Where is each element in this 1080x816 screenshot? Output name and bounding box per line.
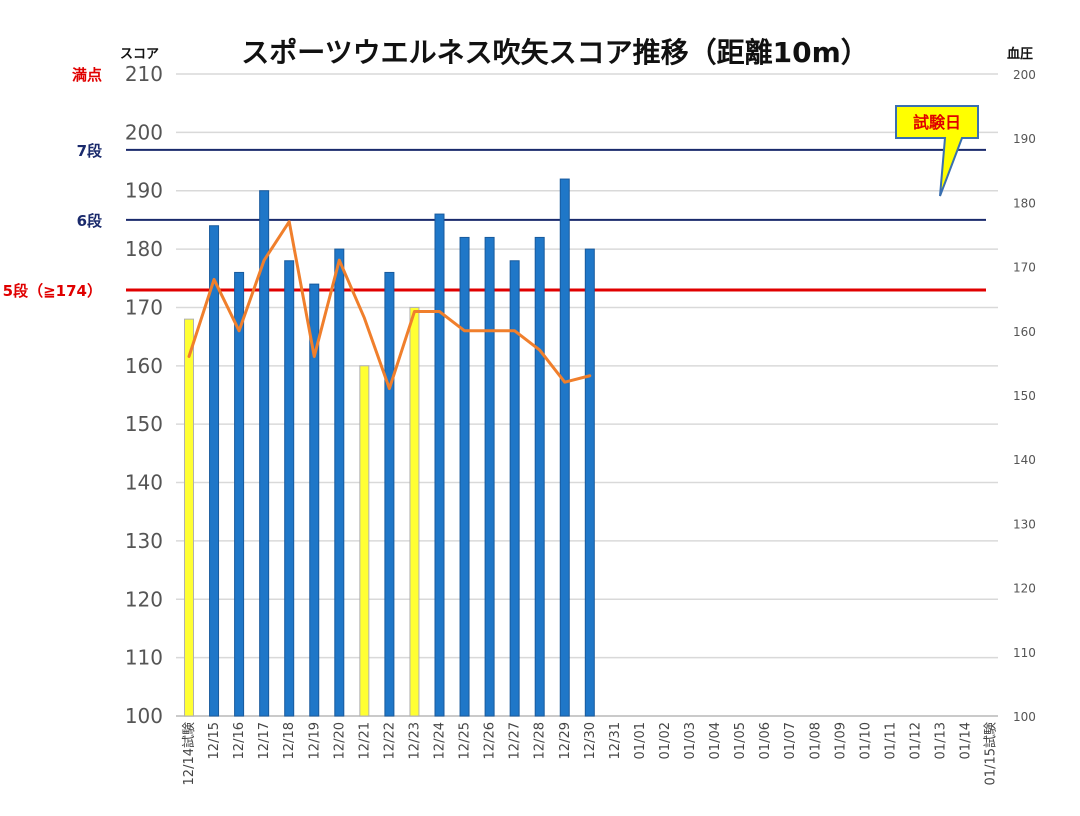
x-tick-label: 12/20 [332, 722, 347, 759]
score-bar [334, 248, 345, 717]
score-bar [259, 190, 270, 717]
x-tick-label: 12/16 [232, 722, 247, 759]
callout-text: 試験日 [913, 113, 961, 132]
y-tick-label-left: 120 [125, 587, 163, 611]
score-bar [559, 178, 570, 717]
reference-label: 5段（≧174） [3, 282, 102, 300]
x-tick-label: 12/18 [282, 722, 297, 759]
x-tick-label: 12/21 [357, 722, 372, 759]
reference-lines: 満点 7段 6段 5段（≧174） [3, 66, 986, 300]
y-tick-label-left: 160 [125, 354, 163, 378]
x-tick-label: 12/23 [407, 722, 422, 759]
y-tick-label-right: 190 [1013, 132, 1036, 146]
y-tick-label-left: 180 [125, 237, 163, 261]
x-tick-label: 01/04 [708, 722, 723, 759]
score-bar [434, 213, 445, 717]
score-bar [484, 236, 495, 717]
score-bar [309, 283, 320, 717]
score-bar [284, 260, 295, 717]
score-bar [409, 306, 420, 717]
y-tick-label-right: 120 [1013, 582, 1036, 596]
score-bar [184, 318, 194, 717]
y-tick-label-right: 130 [1013, 517, 1036, 531]
score-bar [209, 225, 220, 717]
x-tick-label: 01/06 [758, 722, 773, 759]
x-tick-label: 01/15試験 [983, 722, 999, 785]
x-tick-label: 01/14 [959, 722, 974, 759]
x-tick-label: 01/03 [683, 722, 698, 759]
y-tick-label-left: 110 [125, 646, 163, 670]
x-axis-ticks: 12/14試験 12/15 12/16 12/17 12/18 12/19 12/20 12/… [181, 722, 999, 785]
y-tick-label-left: 130 [125, 529, 163, 553]
x-tick-label: 01/11 [883, 722, 898, 759]
score-bar [509, 260, 520, 717]
x-tick-label: 01/12 [908, 722, 923, 759]
x-tick-label: 01/07 [783, 722, 798, 759]
x-tick-label: 12/24 [433, 722, 448, 759]
x-tick-label: 12/22 [382, 722, 397, 759]
x-tick-label: 12/17 [257, 722, 272, 759]
x-tick-label: 12/25 [458, 722, 473, 759]
x-tick-label: 01/09 [833, 722, 848, 759]
score-bar [459, 236, 470, 717]
exam-day-callout: 試験日 [895, 105, 979, 197]
y-tick-label-left: 210 [125, 62, 163, 86]
y-tick-label-right: 100 [1013, 710, 1036, 724]
x-tick-label: 12/26 [483, 722, 498, 759]
y-tick-label-left: 200 [125, 120, 163, 144]
y-tick-label-right: 140 [1013, 453, 1036, 467]
left-axis-unit: スコア [120, 47, 159, 62]
chart-title: スポーツウエルネス吹矢スコア推移（距離10m） [241, 36, 869, 69]
x-tick-label: 12/28 [533, 722, 548, 759]
score-bar [534, 236, 545, 717]
x-tick-label: 01/05 [733, 722, 748, 759]
y-tick-label-left: 140 [125, 471, 163, 495]
left-y-ticks: 100 110 120 130 140 150 160 170 180 190 200 210 [125, 62, 163, 728]
reference-label: 満点 [72, 66, 102, 84]
x-tick-label: 01/10 [858, 722, 873, 759]
y-tick-label-right: 200 [1013, 68, 1036, 82]
y-tick-label-right: 170 [1013, 261, 1036, 275]
score-bar [359, 365, 370, 717]
score-bar [234, 271, 245, 717]
x-tick-label: 01/01 [633, 722, 648, 759]
x-tick-label: 01/08 [808, 722, 823, 759]
blood-pressure-line [187, 220, 592, 391]
y-tick-label-left: 170 [125, 295, 163, 319]
score-bars [184, 178, 595, 717]
y-tick-label-right: 150 [1013, 389, 1036, 403]
x-tick-label: 12/29 [558, 722, 573, 759]
right-y-ticks: 100 110 120 130 140 150 160 170 180 190 200 [1013, 68, 1036, 724]
x-tick-label: 12/14試験 [181, 722, 197, 785]
callout-bubble [895, 105, 979, 197]
reference-label: 6段 [77, 212, 102, 230]
x-tick-label: 12/15 [207, 722, 222, 759]
x-tick-label: 12/31 [608, 722, 623, 759]
reference-label: 7段 [77, 142, 102, 160]
y-tick-label-right: 110 [1013, 646, 1036, 660]
x-tick-label: 01/02 [658, 722, 673, 759]
score-bar [584, 248, 595, 717]
y-tick-label-right: 160 [1013, 325, 1036, 339]
x-tick-label: 12/19 [307, 722, 322, 759]
x-tick-label: 12/27 [508, 722, 523, 759]
y-tick-label-right: 180 [1013, 196, 1036, 210]
x-tick-label: 01/13 [934, 722, 949, 759]
right-axis-unit: 血圧 [1007, 46, 1033, 62]
y-tick-label-left: 150 [125, 412, 163, 436]
y-tick-label-left: 190 [125, 179, 163, 203]
y-tick-label-left: 100 [125, 704, 163, 728]
x-tick-label: 12/30 [583, 722, 598, 759]
score-bar [384, 271, 395, 717]
blood-pressure-series [187, 220, 592, 391]
